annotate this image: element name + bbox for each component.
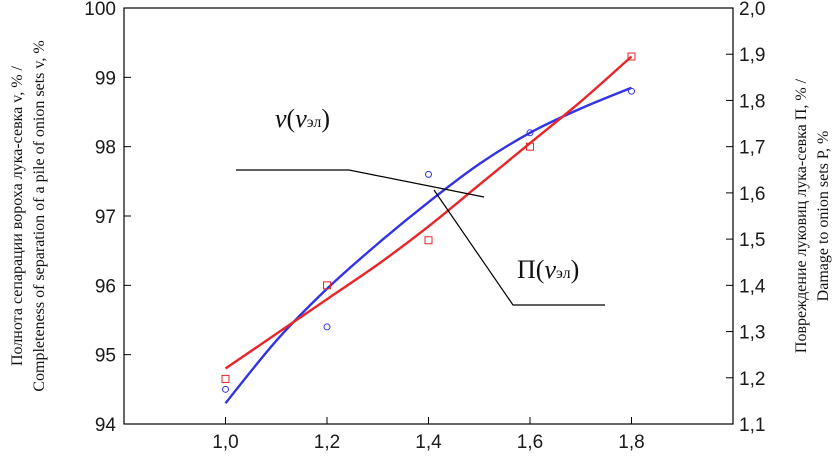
annotation-v: v(vэл) [236,104,485,198]
right-y-tick-label: 1,7 [739,138,765,159]
annotation-v-paren-close: ) [321,104,330,133]
x-tick-label: 1,6 [517,432,543,453]
left-y-tick-label: 97 [95,207,116,228]
right-y-tick-label: 1,8 [739,91,765,112]
annotation-p: П(vэл) [433,189,605,306]
ticks-layer: 1,0 1,2 1,4 1,6 1,8 94 95 96 97 98 99 100 1,1 1,2 1,3 1… [84,0,766,453]
annotation-v-symbol: v [275,104,287,133]
annotation-p-paren-close: ) [571,255,580,284]
right-y-tick-label: 1,5 [739,230,765,251]
plot-frame [123,7,734,425]
annotation-v-sub: эл [307,114,322,131]
left-y-tick-label: 99 [95,68,116,89]
svg-text:П(vэл): П(vэл) [517,255,579,284]
data-point-circle [628,87,635,95]
data-point-square [424,236,433,245]
left-y-tick-label: 100 [84,0,116,20]
right-y-tick-label: 1,1 [739,415,765,436]
x-tick-label: 1,0 [212,432,238,453]
right-axis-title-line2: Damage to onion sets P, % [815,131,832,302]
left-y-tick-label: 94 [95,415,117,436]
x-tick-label: 1,2 [314,432,340,453]
right-axis-title: Повреждение луковиц лука-севка П, % / Da… [793,78,832,353]
left-y-tick-label: 98 [95,138,116,159]
fit-curves [224,55,633,404]
data-point-circle [425,170,432,178]
data-points [221,52,636,393]
right-axis-title-line1: Повреждение луковиц лука-севка П, % / [793,78,810,353]
right-y-tick-label: 1,6 [739,184,765,205]
data-point-square [627,52,636,61]
annotation-p-arg: v [544,255,556,284]
right-y-tick-label: 1,9 [739,45,765,66]
data-point-square [323,281,331,290]
annotation-v-leader [236,169,485,198]
svg-text:v(vэл): v(vэл) [275,104,330,133]
left-y-tick-label: 95 [95,346,116,367]
left-axis-title-line1: Полнота сепарации вороха лука-севка v, %… [9,65,26,366]
data-point-circle [526,129,534,137]
right-y-tick-label: 1,3 [739,323,765,344]
fit-curve-circle [224,86,632,404]
left-axis-title-line2: Completeness of separation of a pile of … [31,40,48,391]
annotation-p-leader [433,189,605,306]
annotation-v-arg: v [295,104,307,133]
data-point-square [221,374,230,383]
annotation-p-paren-open: ( [536,255,545,284]
left-y-tick-label: 96 [95,276,116,297]
right-y-tick-label: 1,4 [739,276,766,297]
right-y-tick-label: 1,2 [739,369,765,390]
data-point-circle [323,323,331,331]
annotation-p-sub: эл [556,265,571,282]
annotation-p-symbol: П [517,255,536,284]
x-tick-label: 1,8 [618,432,644,453]
annotation-v-paren-open: ( [287,104,296,133]
left-axis-title: Полнота сепарации вороха лука-севка v, %… [9,40,48,391]
fit-curve-square [224,55,633,370]
x-tick-label: 1,4 [415,432,442,453]
right-y-tick-label: 2,0 [739,0,765,20]
data-point-square [526,142,534,151]
data-point-circle [222,385,229,393]
